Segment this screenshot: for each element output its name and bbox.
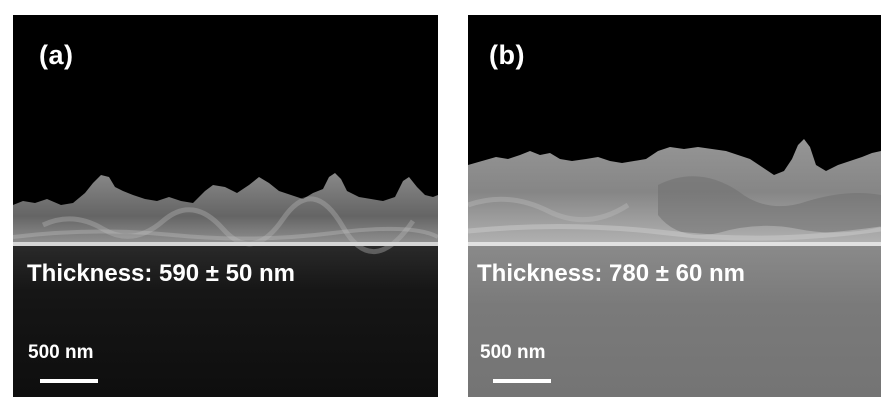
sem-image-a	[13, 15, 438, 397]
scale-bar	[493, 379, 551, 383]
thickness-label: Thickness: 780 ± 60 nm	[477, 260, 745, 287]
sem-image-b	[468, 15, 881, 397]
scale-bar	[40, 379, 98, 383]
panel-label: (a)	[39, 40, 74, 70]
scale-bar-label: 500 nm	[28, 342, 94, 363]
sem-panel-a: (a) Thickness: 590 ± 50 nm 500 nm	[13, 15, 438, 397]
thickness-label: Thickness: 590 ± 50 nm	[27, 260, 295, 287]
panel-label: (b)	[489, 40, 525, 70]
scale-bar-label: 500 nm	[480, 342, 546, 363]
sem-panel-b: (b) Thickness: 780 ± 60 nm 500 nm	[468, 15, 881, 397]
